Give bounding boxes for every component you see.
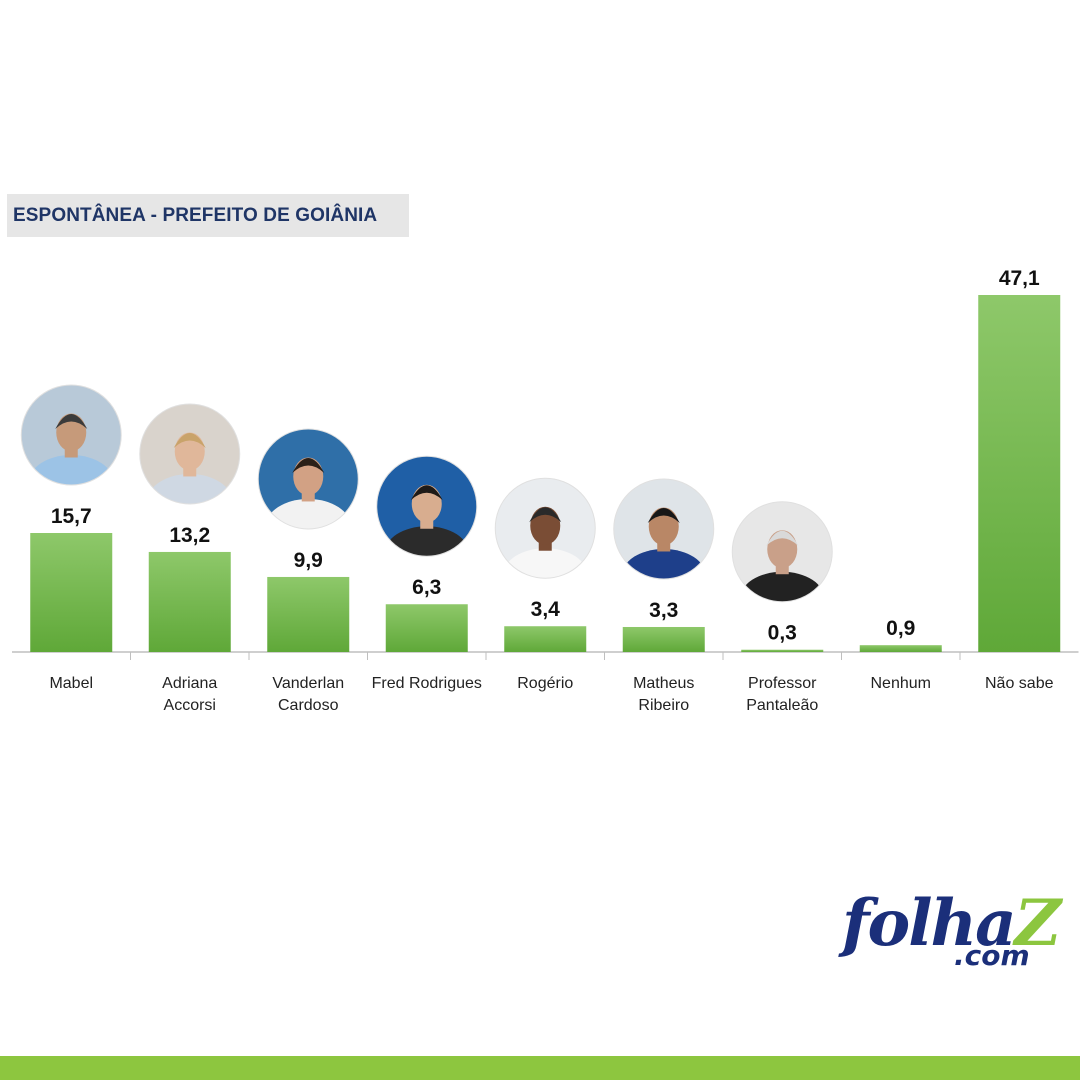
logo-word: folha <box>842 886 1017 961</box>
bar <box>30 533 113 652</box>
x-tick-label: Fred Rodrigues <box>372 675 482 692</box>
candidate-photo <box>494 477 596 579</box>
data-label: 47,1 <box>999 267 1040 290</box>
bar <box>267 576 350 652</box>
bar <box>385 604 468 652</box>
x-tick-label: Não sabe <box>985 675 1054 692</box>
data-label: 15,7 <box>51 505 92 528</box>
bar <box>504 626 587 652</box>
bar-chart: 15,7 Mabel 13,2 Adriana Accorsi 9,9 Vanderlan C… <box>12 267 1079 714</box>
bottom-brand-bar <box>0 1056 1080 1080</box>
data-label: 13,2 <box>169 524 210 547</box>
bar <box>622 626 705 652</box>
candidate-photo <box>376 455 478 557</box>
chart-title-box: ESPONTÂNEA - PREFEITO DE GOIÂNIA <box>7 194 409 237</box>
data-label: 0,3 <box>768 622 797 645</box>
chart-title: ESPONTÂNEA - PREFEITO DE GOIÂNIA <box>13 204 378 226</box>
candidate-photo <box>731 501 833 603</box>
logo-letter: Z <box>1014 886 1062 961</box>
x-tick-label: Mabel <box>49 675 93 692</box>
candidate-photo <box>20 384 122 486</box>
x-tick-label: Matheus Ribeiro <box>633 675 694 714</box>
candidate-photo <box>257 428 359 530</box>
bar <box>859 645 942 652</box>
data-label: 9,9 <box>294 549 323 572</box>
x-tick-label: Vanderlan Cardoso <box>272 675 344 714</box>
bar <box>741 649 824 652</box>
data-label: 3,4 <box>531 598 561 621</box>
folhaz-logo: folhaZ .com <box>842 892 1061 982</box>
data-label: 0,9 <box>886 617 915 640</box>
candidate-photo <box>139 403 241 505</box>
bar <box>978 295 1061 652</box>
candidate-photo <box>613 478 715 580</box>
x-tick-label: Rogério <box>517 675 573 692</box>
x-tick-label: Professor Pantaleão <box>746 675 818 714</box>
x-tick-label: Adriana Accorsi <box>162 675 217 714</box>
data-label: 6,3 <box>412 576 441 599</box>
bar <box>148 551 231 652</box>
x-tick-label: Nenhum <box>871 675 931 692</box>
data-label: 3,3 <box>649 599 678 622</box>
logo-suffix: .com <box>954 939 1030 972</box>
